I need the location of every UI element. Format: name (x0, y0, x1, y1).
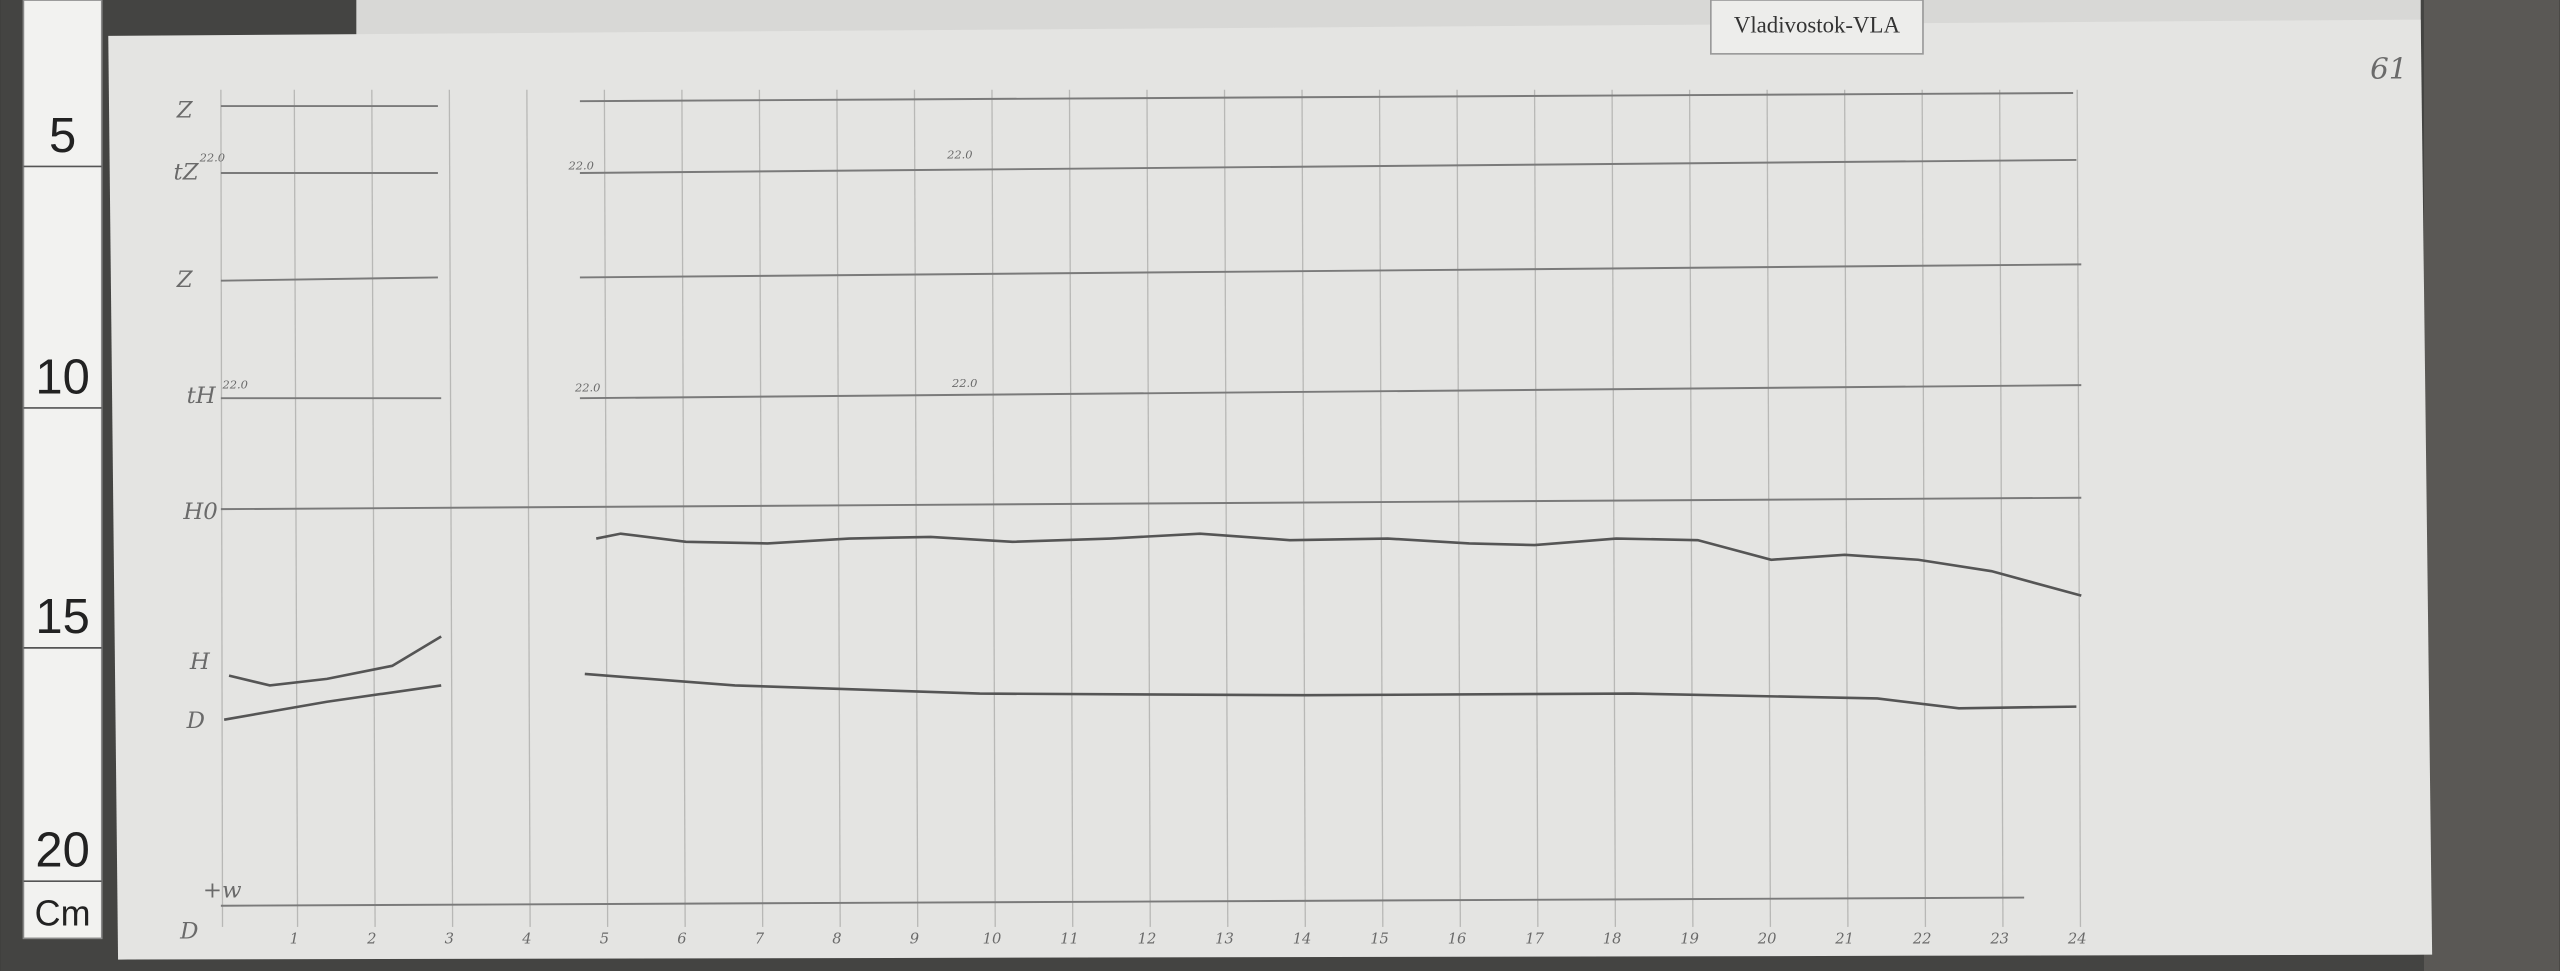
baseline (579, 158, 2077, 174)
hour-label: 18 (1603, 930, 1622, 947)
temperature-note: 22.0 (574, 381, 600, 395)
baseline (579, 263, 2082, 279)
trace-label: H (189, 649, 211, 675)
h-trace (595, 532, 2082, 597)
hour-line (1533, 89, 1539, 927)
hour-label: 3 (445, 930, 454, 947)
hour-line (1611, 89, 1617, 927)
baseline (220, 896, 2025, 907)
hour-line (603, 89, 609, 927)
station-label: Vladivostok-VLA (1734, 13, 1901, 38)
temperature-note: 22.0 (946, 147, 972, 161)
baselines (220, 92, 2082, 907)
hour-label: 16 (1448, 930, 1467, 947)
trace-label: H0 (182, 499, 217, 525)
hour-label: 17 (1525, 930, 1544, 947)
trace-label: D (186, 708, 205, 734)
ruler-number: 5 (49, 109, 76, 163)
hour-label: 14 (1293, 930, 1312, 947)
hour-label: 24 (2067, 930, 2087, 947)
temperature-note: 22.0 (222, 377, 248, 391)
hour-line (1921, 89, 1927, 927)
ruler-unit: Cm (35, 893, 91, 933)
hour-line (1843, 89, 1849, 927)
hour-line (1999, 89, 2004, 927)
wood-edge (2423, 0, 2560, 971)
trace-label: tH (187, 383, 217, 409)
temperature-note: 22.0 (199, 151, 225, 165)
traces (223, 532, 2082, 721)
trace-label: Z (176, 97, 194, 123)
hour-label: 11 (1060, 930, 1079, 947)
label-card (1710, 0, 1924, 55)
temperature-note: 22.0 (567, 159, 593, 173)
hour-label: 2 (366, 930, 376, 947)
hour-label: 8 (832, 930, 841, 947)
hour-line (836, 89, 841, 927)
hour-label: 19 (1680, 930, 1699, 947)
hour-label: 12 (1138, 930, 1157, 947)
hour-line (991, 89, 996, 927)
hour-label: 15 (1370, 930, 1389, 947)
hour-label: 1 (290, 930, 299, 947)
hour-label: 13 (1215, 930, 1234, 947)
sheet-number: 61 (2370, 51, 2407, 85)
hour-line (1223, 89, 1229, 927)
hour-label: 7 (755, 930, 765, 947)
hour-line (1766, 89, 1772, 927)
annotations: 1 2 3 4 5 6 7 8 9 10 11 12 13 14 15 16 17 18 19 20 21 22 23 24Z… (174, 97, 2087, 947)
hour-label: 10 (983, 930, 1002, 947)
hour-line (1378, 89, 1384, 927)
hour-label: 22 (1912, 930, 1932, 947)
temperature-note: 22.0 (951, 376, 977, 390)
hour-label: 21 (1834, 930, 1854, 947)
hour-line (758, 89, 764, 927)
baseline (579, 384, 2082, 400)
trace-label: D (179, 918, 198, 944)
h-trace (228, 635, 442, 687)
hour-line (1688, 89, 1694, 927)
trace-label: tZ (174, 160, 200, 186)
baseline (220, 496, 2082, 511)
trace-label: Z (176, 267, 194, 293)
hour-line (1301, 89, 1306, 927)
hour-line (681, 89, 686, 927)
hour-label: 20 (1757, 930, 1777, 947)
hour-line (1456, 89, 1461, 927)
hour-label: 5 (600, 930, 609, 947)
hour-line (1068, 89, 1074, 927)
ruler (22, 0, 103, 940)
d-trace (584, 672, 2077, 710)
paper-sheet (108, 19, 2433, 960)
d-trace (223, 684, 442, 721)
hour-line (2076, 89, 2082, 927)
baseline (579, 92, 2074, 103)
hour-label: 23 (1989, 930, 2009, 947)
trace-label: +w (203, 878, 242, 904)
baseline (220, 276, 438, 282)
ruler-number: 15 (35, 590, 89, 644)
grid (220, 89, 2082, 927)
hour-line (526, 89, 531, 927)
hour-line (913, 89, 919, 927)
ruler-number: 10 (35, 350, 89, 404)
hour-label: 4 (521, 930, 531, 947)
hour-label: 6 (677, 930, 686, 947)
ruler-number: 20 (35, 824, 89, 878)
hour-label: 9 (910, 930, 919, 947)
hour-line (1146, 89, 1151, 927)
